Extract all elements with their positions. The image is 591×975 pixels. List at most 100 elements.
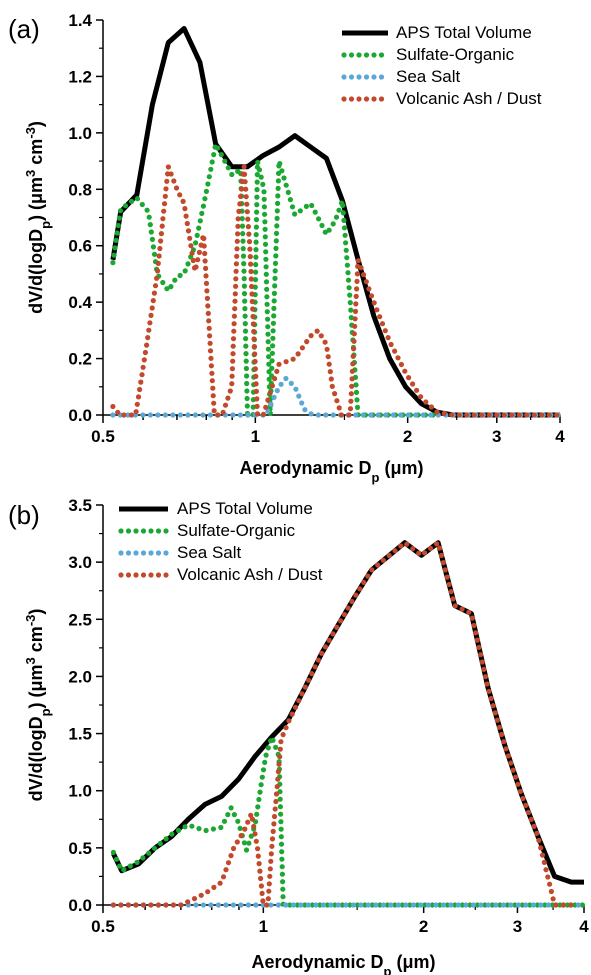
- series-point: [230, 358, 236, 364]
- legend-swatch-dot: [341, 74, 347, 80]
- series-point: [234, 238, 240, 244]
- legend-entry: APS Total Volume: [177, 499, 313, 518]
- series-point: [482, 674, 489, 680]
- series-point: [266, 888, 272, 894]
- series-point: [265, 339, 271, 345]
- legend-swatch-dot: [371, 52, 377, 58]
- series-point: [341, 225, 348, 231]
- series-point: [169, 831, 175, 837]
- series-point: [398, 361, 404, 368]
- series-point: [256, 796, 262, 803]
- series-point: [177, 192, 183, 198]
- series-point: [449, 412, 455, 418]
- series-point: [231, 313, 237, 319]
- series-sea-salt: [110, 375, 561, 418]
- series-point: [446, 581, 452, 588]
- series-point: [182, 824, 188, 830]
- series-point: [500, 902, 506, 908]
- series-point: [254, 179, 260, 185]
- series-point: [328, 376, 334, 382]
- series-point: [425, 902, 431, 908]
- series-point: [165, 164, 171, 170]
- legend-swatch-dot: [348, 74, 355, 80]
- series-point: [259, 890, 265, 897]
- series-point: [515, 902, 522, 908]
- series-point: [309, 671, 315, 677]
- series-point: [185, 899, 191, 905]
- series-point: [350, 361, 356, 367]
- series-point: [278, 811, 284, 817]
- series-point: [257, 789, 263, 795]
- legend: APS Total Volume Sulfate-Organic Sea Salt V…: [341, 23, 542, 108]
- series-point: [180, 198, 186, 204]
- series-point: [114, 230, 120, 236]
- series-point: [496, 724, 503, 730]
- series-point: [354, 404, 361, 410]
- series-point: [279, 849, 285, 855]
- series-point: [319, 650, 325, 656]
- series-point: [313, 902, 319, 908]
- x-axis-label: Aerodynamic Dp (μm): [251, 952, 435, 975]
- series-point: [309, 202, 315, 209]
- series-point: [241, 276, 247, 282]
- series-point: [225, 812, 231, 818]
- series-point: [525, 809, 532, 816]
- legend-swatch-dot: [378, 52, 385, 58]
- series-point: [233, 276, 239, 282]
- legend-swatch-dot: [148, 550, 154, 556]
- series-point: [280, 886, 286, 892]
- series-point: [369, 567, 375, 573]
- series-point: [264, 294, 270, 300]
- series-point: [244, 395, 250, 402]
- series-point: [276, 361, 282, 367]
- series-point: [410, 546, 416, 552]
- series-point: [242, 321, 248, 327]
- series-point: [275, 776, 281, 782]
- series-point: [115, 409, 121, 415]
- series-point: [494, 412, 500, 418]
- series-point: [269, 350, 275, 356]
- series-point: [355, 258, 361, 264]
- series-point: [146, 214, 152, 220]
- series-point: [353, 389, 360, 395]
- series-point: [209, 370, 215, 376]
- series-point: [418, 394, 424, 400]
- series-point: [197, 218, 203, 224]
- series-point: [251, 823, 257, 830]
- series-point: [352, 316, 358, 322]
- series-point: [263, 279, 270, 285]
- series-point: [499, 731, 505, 738]
- x-tick-label: 2: [419, 917, 428, 936]
- series-point: [243, 336, 249, 342]
- series-point: [168, 171, 174, 177]
- series-point: [196, 225, 202, 231]
- series-point: [450, 596, 456, 602]
- y-tick-label: 0.4: [68, 293, 92, 312]
- series-point: [318, 333, 324, 339]
- series-point: [229, 381, 235, 387]
- series-point: [215, 412, 221, 418]
- series-point: [271, 290, 277, 296]
- legend-swatch-dot: [371, 96, 377, 102]
- series-point: [326, 227, 332, 233]
- legend-swatch-dot: [118, 550, 124, 556]
- series-point: [308, 411, 314, 417]
- series-point: [233, 261, 239, 267]
- series-point: [128, 412, 134, 418]
- series-point: [354, 286, 360, 292]
- series-point: [241, 261, 247, 267]
- series-point: [229, 171, 235, 178]
- series-point: [501, 739, 507, 745]
- series-point: [375, 562, 381, 568]
- series-point: [335, 902, 341, 908]
- x-tick-label: 2: [403, 427, 412, 446]
- series-point: [163, 902, 169, 908]
- series-point: [448, 589, 454, 595]
- series-point: [274, 208, 280, 214]
- series-point: [341, 611, 347, 618]
- series-point: [253, 247, 259, 253]
- series-point: [403, 902, 409, 908]
- series-point: [243, 343, 249, 349]
- series-point: [237, 201, 243, 207]
- series-point: [575, 902, 582, 908]
